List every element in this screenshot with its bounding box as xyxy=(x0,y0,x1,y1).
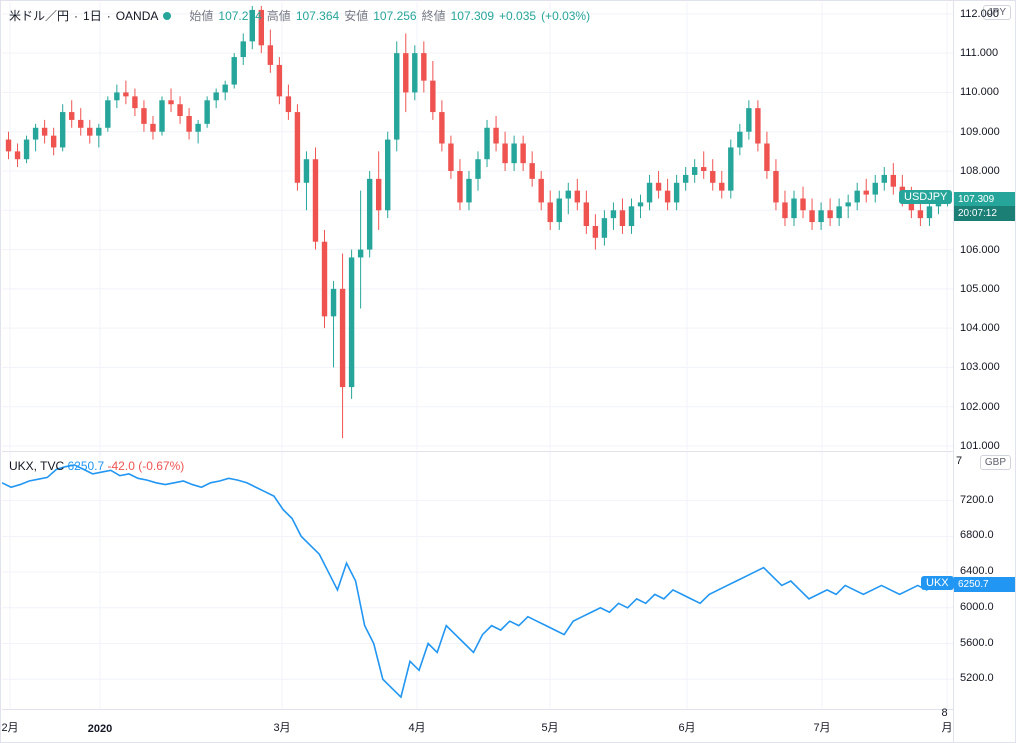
low-value: 107.256 xyxy=(373,9,416,23)
y-tick: 7200.0 xyxy=(960,494,994,506)
interval[interactable]: 1日 xyxy=(83,7,102,24)
main-price-tag: 107.309 xyxy=(954,192,1015,207)
symbol-name[interactable]: 米ドル／円 xyxy=(9,7,69,24)
trading-chart: 米ドル／円 · 1日 · OANDA 始値107.274 高値107.364 安… xyxy=(0,0,1016,743)
x-axis[interactable]: 2月 2020 3月 4月 5月 6月 7月 8月 xyxy=(2,709,954,741)
y-tick: 6400.0 xyxy=(960,565,994,577)
y-tick: 5200.0 xyxy=(960,672,994,684)
currency-badge-sub: GBP xyxy=(980,455,1011,470)
y-tick: 104.000 xyxy=(960,322,1000,334)
y-tick: 106.000 xyxy=(960,244,1000,256)
sub-value: 6250.7 xyxy=(67,459,104,473)
change-value: +0.035 xyxy=(499,9,536,23)
x-tick: 7月 xyxy=(813,719,830,735)
y-tick: 6800.0 xyxy=(960,529,994,541)
y-tick: 101.000 xyxy=(960,440,1000,452)
status-dot xyxy=(163,12,171,20)
x-tick: 4月 xyxy=(408,719,425,735)
x-tick: 5月 xyxy=(541,719,558,735)
high-label: 高値 xyxy=(267,7,291,24)
line-plot xyxy=(2,452,954,710)
provider: OANDA xyxy=(116,9,159,23)
x-tick: 8月 xyxy=(942,707,953,735)
main-candlestick-panel[interactable] xyxy=(2,2,954,450)
sub-change: -42.0 xyxy=(108,459,135,473)
y-axis-right[interactable]: JPY 101.000102.000103.000104.000105.0001… xyxy=(953,1,1015,742)
sub-symbol-tag: UKX xyxy=(921,576,954,590)
y-tick: 6000.0 xyxy=(960,601,994,613)
main-time-tag: 20:07:12 xyxy=(954,206,1015,221)
main-symbol-tag: USDJPY xyxy=(899,190,952,204)
y-tick: 109.000 xyxy=(960,126,1000,138)
close-value: 107.309 xyxy=(451,9,494,23)
y-tick: 112.000 xyxy=(960,8,999,20)
low-label: 安値 xyxy=(344,7,368,24)
close-label: 終値 xyxy=(422,7,446,24)
candlestick-plot xyxy=(2,2,954,450)
open-value: 107.274 xyxy=(218,9,261,23)
y-tick: 108.000 xyxy=(960,165,1000,177)
sub-change-pct: (-0.67%) xyxy=(138,459,184,473)
x-tick: 3月 xyxy=(273,719,290,735)
sub-chart-header: UKX, TVC 6250.7 -42.0 (-0.67%) xyxy=(9,459,184,473)
y-tick: 110.000 xyxy=(960,86,999,98)
change-pct: (+0.03%) xyxy=(541,9,590,23)
sub-symbol[interactable]: UKX, TVC xyxy=(9,459,64,473)
main-chart-header: 米ドル／円 · 1日 · OANDA 始値107.274 高値107.364 安… xyxy=(9,7,590,24)
sub-line-panel[interactable] xyxy=(2,451,954,709)
sub-price-tag: 6250.7 xyxy=(954,577,1015,592)
y-tick: 103.000 xyxy=(960,361,1000,373)
sub-extra-tick: 7 xyxy=(956,455,962,467)
y-tick: 111.000 xyxy=(960,47,998,59)
y-tick: 102.000 xyxy=(960,401,1000,413)
open-label: 始値 xyxy=(189,7,213,24)
x-tick: 6月 xyxy=(678,719,695,735)
x-tick: 2020 xyxy=(88,723,112,735)
x-tick: 2月 xyxy=(1,719,18,735)
high-value: 107.364 xyxy=(296,9,339,23)
y-tick: 105.000 xyxy=(960,283,1000,295)
y-tick: 5600.0 xyxy=(960,637,994,649)
